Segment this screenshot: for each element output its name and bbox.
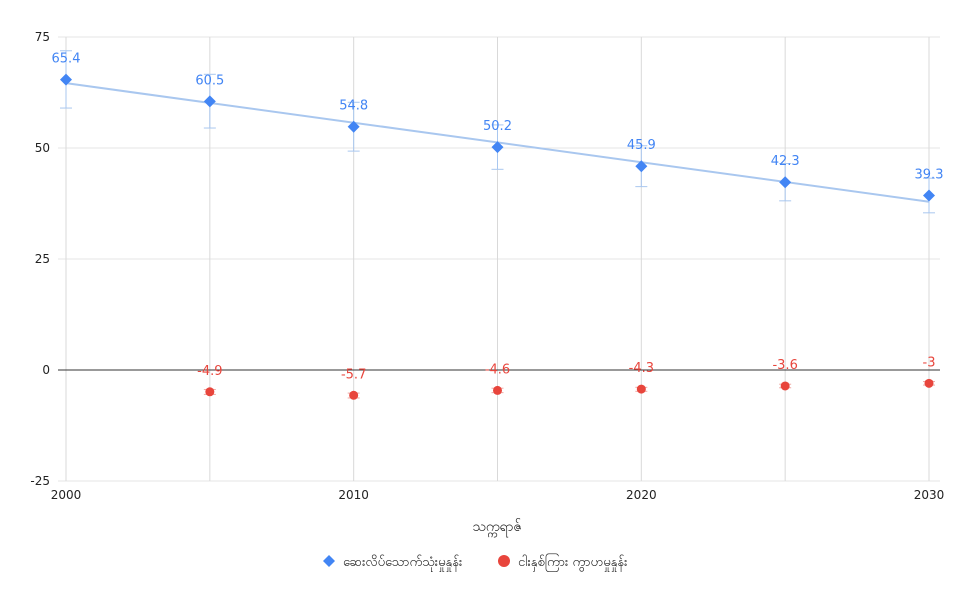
data-point-circle — [349, 390, 359, 400]
data-label: -3 — [923, 355, 936, 370]
series-1: -4.9 -5.7 -4.6 -4.3 -3.6 -3 — [197, 355, 936, 400]
legend-diamond-marker — [323, 555, 335, 567]
x-axis-ticks: 2000 2010 2020 2030 — [51, 488, 945, 502]
data-label: -4.9 — [197, 364, 222, 379]
legend-item-smoking-rate[interactable]: ဆေးလိပ်သောက်သုံးမှုနှုန်း — [323, 554, 462, 572]
legend[interactable]: ဆေးလိပ်သောက်သုံးမှုနှုန်း ငါးနှစ်ကြား ကွ… — [323, 553, 627, 572]
x-tick-label: 2030 — [914, 488, 945, 502]
data-label: 60.5 — [195, 73, 224, 88]
y-tick-label: 75 — [35, 30, 50, 44]
x-tick-label: 2020 — [626, 488, 657, 502]
data-point-circle — [636, 384, 646, 394]
legend-label-five-year-change: ငါးနှစ်ကြား ကွာဟမှုနှုန်း — [518, 553, 627, 572]
legend-label-smoking-rate: ဆေးလိပ်သောက်သုံးမှုနှုန်း — [343, 554, 462, 572]
data-label: 42.3 — [771, 154, 800, 169]
data-point-diamond — [203, 95, 216, 108]
data-point-diamond — [779, 176, 792, 189]
data-point-circle — [205, 387, 215, 397]
data-label: 54.8 — [339, 99, 368, 114]
series-0: 65.4 60.5 54.8 50.2 45.9 42.3 39.3 — [52, 50, 944, 214]
data-point-diamond — [491, 141, 504, 154]
y-axis-ticks: 75 50 25 0 -25 — [30, 30, 50, 488]
data-label: -3.6 — [772, 358, 797, 373]
data-point-diamond — [347, 120, 360, 133]
legend-item-five-year-change[interactable]: ငါးနှစ်ကြား ကွာဟမှုနှုန်း — [498, 553, 627, 572]
data-point-diamond — [635, 160, 648, 173]
data-point-diamond — [923, 189, 935, 202]
data-label: -4.3 — [629, 361, 654, 376]
data-label: 39.3 — [915, 168, 944, 183]
grid — [58, 36, 940, 482]
x-tick-label: 2000 — [51, 488, 82, 502]
y-tick-label: 50 — [35, 141, 50, 155]
data-point-circle — [924, 378, 934, 388]
data-label: -4.6 — [485, 362, 510, 377]
data-point-diamond — [60, 73, 72, 86]
data-point-circle — [493, 385, 502, 395]
y-tick-label: 0 — [42, 363, 50, 377]
data-point-circle — [780, 381, 790, 391]
x-axis-title: သက္ကရာဇ် — [472, 519, 521, 537]
y-tick-label: 25 — [35, 252, 50, 266]
data-label: 50.2 — [483, 119, 512, 134]
legend-circle-marker — [498, 555, 510, 567]
x-tick-label: 2010 — [338, 488, 369, 502]
series-layer: 65.4 60.5 54.8 50.2 45.9 42.3 39.3 -4.9 -5.7 -4.6… — [52, 50, 944, 400]
data-label: 45.9 — [627, 138, 656, 153]
data-label: 65.4 — [52, 52, 81, 67]
data-label: -5.7 — [341, 367, 366, 382]
y-tick-label: -25 — [30, 474, 50, 488]
